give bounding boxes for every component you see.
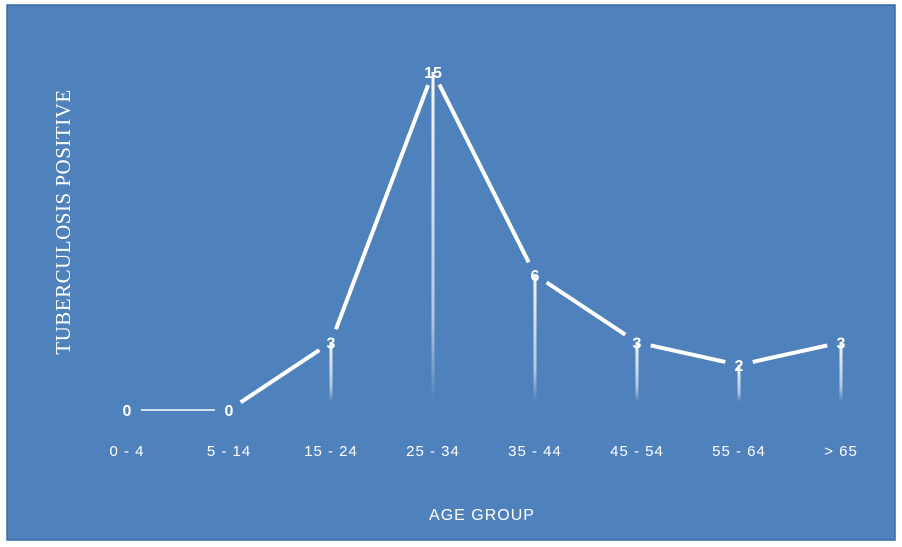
data-label: 3	[633, 335, 642, 352]
x-tick-label: 35 - 44	[508, 443, 562, 460]
data-label: 0	[123, 403, 132, 420]
data-label: 3	[327, 335, 336, 352]
x-tick-label: 5 - 14	[207, 443, 251, 460]
drop-line	[431, 72, 435, 402]
x-tick-label: 15 - 24	[304, 443, 358, 460]
x-tick-label: 25 - 34	[406, 443, 460, 460]
drop-lines	[329, 72, 843, 402]
drop-line	[329, 342, 333, 402]
drop-line	[635, 342, 639, 402]
series-line	[239, 83, 828, 404]
drop-line	[737, 364, 741, 402]
x-tick-label: 45 - 54	[610, 443, 664, 460]
y-axis-title: TUBERCULOSIS POSITIVE	[51, 89, 75, 354]
plot-background	[6, 4, 896, 541]
data-label: 15	[424, 65, 442, 82]
data-label: 6	[531, 268, 540, 285]
data-label: 2	[735, 358, 744, 375]
x-axis-title: AGE GROUP	[429, 507, 535, 524]
x-tick-label: 0 - 4	[109, 443, 144, 460]
drop-line	[533, 274, 537, 402]
drop-line	[839, 342, 843, 402]
x-tick-label: 55 - 64	[712, 443, 766, 460]
x-tick-label: > 65	[824, 443, 858, 460]
value-labels: 0 0 3 15 6 3 2 3	[123, 65, 846, 420]
data-label: 0	[225, 403, 234, 420]
data-label: 3	[837, 335, 846, 352]
x-tick-labels: 0 - 4 5 - 14 15 - 24 25 - 34 35 - 44 45 - 54 5…	[109, 443, 858, 460]
